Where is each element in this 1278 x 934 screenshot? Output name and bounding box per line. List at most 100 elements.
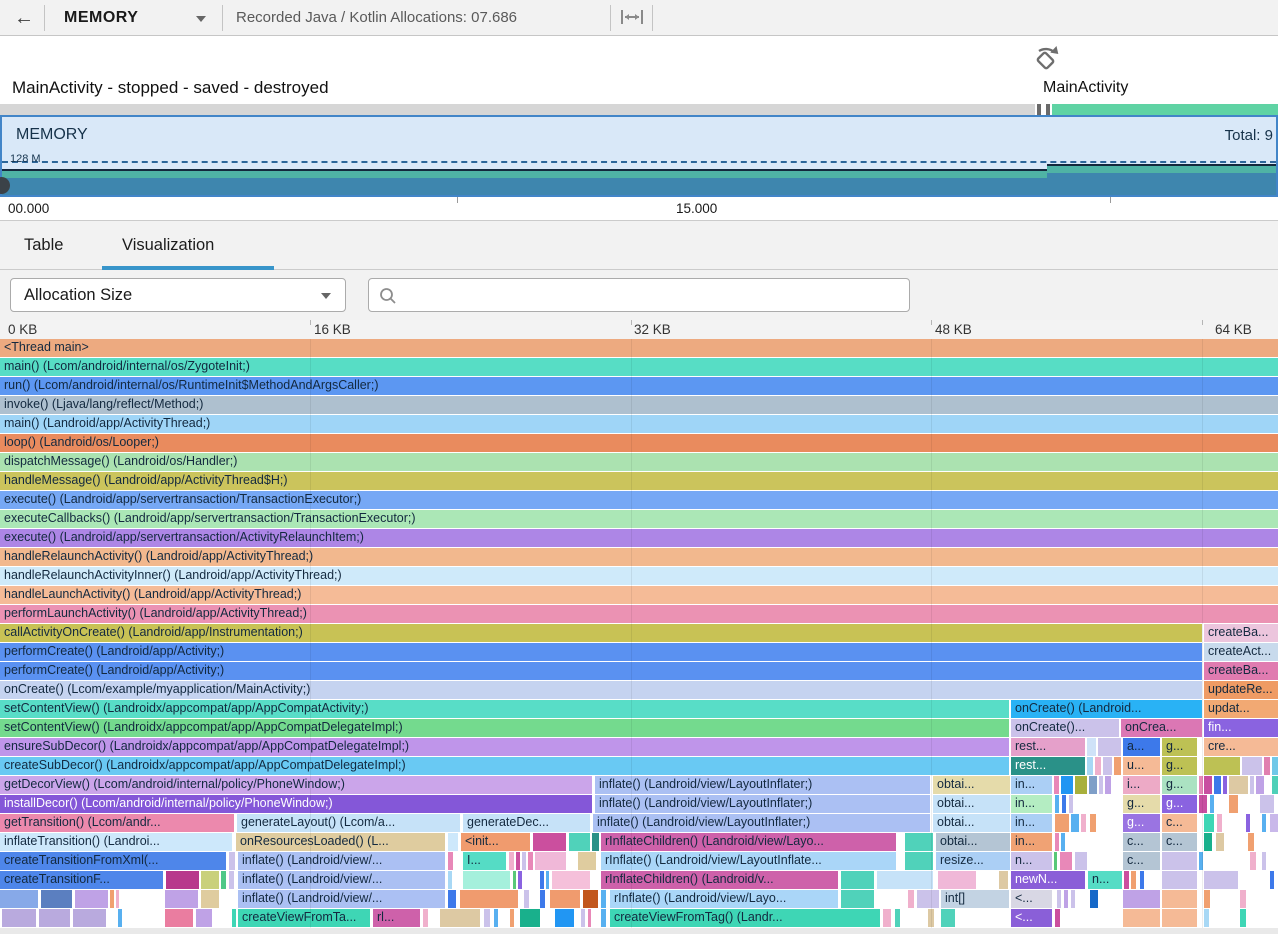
flame-block[interactable]	[1199, 795, 1207, 813]
flame-block[interactable]	[1087, 757, 1093, 775]
flame-block[interactable]	[841, 871, 874, 889]
flame-block[interactable]: c...	[1162, 814, 1197, 832]
flame-block[interactable]: main() (Landroid/app/ActivityThread;)	[0, 415, 1278, 433]
flame-block[interactable]: obtai...	[936, 833, 1010, 851]
flame-block[interactable]	[440, 909, 480, 927]
flame-block[interactable]: rInflate() (Landroid/view/LayoutInflate.…	[601, 852, 896, 870]
flame-block[interactable]: onCrea...	[1121, 719, 1202, 737]
flame-block[interactable]: <...	[1011, 890, 1052, 908]
flame-block[interactable]: performCreate() (Landroid/app/Activity;)	[0, 662, 1202, 680]
flame-block[interactable]: getDecorView() (Lcom/android/internal/po…	[0, 776, 592, 794]
flame-block[interactable]: <...	[1011, 909, 1052, 927]
flame-block[interactable]	[1064, 890, 1068, 908]
flame-block[interactable]: cre...	[1204, 738, 1278, 756]
flame-block[interactable]	[1071, 890, 1075, 908]
back-button[interactable]: ←	[14, 7, 34, 29]
flame-block[interactable]: setContentView() (Landroidx/appcompat/ap…	[0, 719, 1009, 737]
flame-block[interactable]	[535, 852, 566, 870]
flame-block[interactable]	[1057, 890, 1061, 908]
flame-block[interactable]	[41, 890, 72, 908]
flame-block[interactable]: c...	[1123, 852, 1160, 870]
flame-block[interactable]: createViewFromTa...	[238, 909, 370, 927]
flame-block[interactable]	[555, 909, 574, 927]
flame-block[interactable]	[165, 909, 193, 927]
flame-block[interactable]	[1204, 776, 1212, 794]
flame-block[interactable]	[905, 852, 933, 870]
flame-block[interactable]: resize...	[936, 852, 1010, 870]
flame-block[interactable]	[1054, 852, 1057, 870]
allocation-mode-dropdown[interactable]: Allocation Size	[10, 278, 346, 312]
flame-block[interactable]	[1162, 890, 1197, 908]
flame-block[interactable]	[1216, 833, 1224, 851]
flame-block[interactable]: g...	[1162, 757, 1197, 775]
flame-block[interactable]	[1090, 814, 1096, 832]
flame-block[interactable]	[540, 890, 545, 908]
flame-block[interactable]: obtai...	[933, 795, 1010, 813]
flame-block[interactable]: <init...	[461, 833, 530, 851]
flame-block[interactable]: in...	[1011, 833, 1052, 851]
flame-block[interactable]: inflate() (Landroid/view/...	[238, 871, 445, 889]
flame-block[interactable]: handleMessage() (Landroid/app/ActivityTh…	[0, 472, 1278, 490]
flame-block[interactable]: g...	[1162, 776, 1197, 794]
flame-block[interactable]: createTransitionF...	[0, 871, 163, 889]
flame-block[interactable]	[39, 909, 70, 927]
tab-visualization[interactable]: Visualization	[122, 236, 215, 254]
flame-block[interactable]	[528, 852, 533, 870]
flame-block[interactable]: n...	[1011, 852, 1052, 870]
flame-block[interactable]	[592, 833, 599, 851]
search-input[interactable]	[403, 281, 903, 309]
flame-block[interactable]	[581, 909, 585, 927]
flame-block[interactable]: inflate() (Landroid/view/...	[238, 890, 445, 908]
flame-block[interactable]	[895, 909, 900, 927]
flame-block[interactable]	[1081, 814, 1086, 832]
flame-block[interactable]	[460, 890, 518, 908]
flame-block[interactable]	[448, 833, 458, 851]
flame-block[interactable]: inflate() (Landroid/view/...	[238, 852, 445, 870]
flame-block[interactable]	[1250, 852, 1256, 870]
flame-block[interactable]: setContentView() (Landroidx/appcompat/ap…	[0, 700, 1009, 718]
flame-block[interactable]: int[]	[941, 890, 1009, 908]
flame-block[interactable]: onCreate()...	[1011, 719, 1119, 737]
flame-block[interactable]: in...	[1011, 795, 1052, 813]
flame-block[interactable]	[999, 871, 1008, 889]
flame-block[interactable]	[841, 890, 874, 908]
flame-block[interactable]	[1204, 890, 1210, 908]
flame-block[interactable]	[116, 890, 119, 908]
flame-block[interactable]: g...	[1123, 795, 1160, 813]
flame-block[interactable]	[928, 909, 934, 927]
flame-block[interactable]: <Thread main>	[0, 339, 1278, 357]
flame-block[interactable]	[1240, 890, 1246, 908]
flame-block[interactable]: newN...	[1011, 871, 1085, 889]
flame-block[interactable]: inflate() (Landroid/view/LayoutInflater;…	[593, 814, 930, 832]
flame-block[interactable]: loop() (Landroid/os/Looper;)	[0, 434, 1278, 452]
flame-block[interactable]	[1075, 852, 1087, 870]
flame-block[interactable]: inflate() (Landroid/view/LayoutInflater;…	[595, 795, 930, 813]
flame-block[interactable]	[938, 871, 976, 889]
flame-block[interactable]	[905, 833, 933, 851]
flame-block[interactable]	[1162, 871, 1197, 889]
flame-block[interactable]: createBa...	[1204, 662, 1278, 680]
flame-block[interactable]	[533, 833, 566, 851]
flame-block[interactable]	[1272, 776, 1278, 794]
flame-block[interactable]	[118, 909, 122, 927]
flame-block[interactable]	[1199, 776, 1203, 794]
flame-block[interactable]: c...	[1123, 833, 1160, 851]
flame-block[interactable]	[510, 909, 514, 927]
flame-block[interactable]	[1095, 757, 1101, 775]
flame-block[interactable]: handleRelaunchActivity() (Landroid/app/A…	[0, 548, 1278, 566]
flame-block[interactable]	[201, 890, 219, 908]
flame-block[interactable]	[601, 890, 606, 908]
flame-block[interactable]: in...	[1011, 814, 1052, 832]
flame-block[interactable]	[1103, 757, 1112, 775]
flame-block[interactable]	[540, 871, 544, 889]
flame-block[interactable]	[1217, 814, 1222, 832]
flame-block[interactable]: rInflateChildren() (Landroid/view/Layo..…	[601, 833, 896, 851]
flame-block[interactable]: main() (Lcom/android/internal/os/ZygoteI…	[0, 358, 1278, 376]
flame-block[interactable]	[232, 909, 236, 927]
flame-block[interactable]	[518, 871, 522, 889]
flame-block[interactable]: rInflate() (Landroid/view/Layo...	[610, 890, 838, 908]
flame-block[interactable]: execute() (Landroid/app/servertransactio…	[0, 491, 1278, 509]
flame-block[interactable]	[552, 871, 590, 889]
flame-block[interactable]: installDecor() (Lcom/android/internal/po…	[0, 795, 592, 813]
flame-block[interactable]	[524, 890, 529, 908]
